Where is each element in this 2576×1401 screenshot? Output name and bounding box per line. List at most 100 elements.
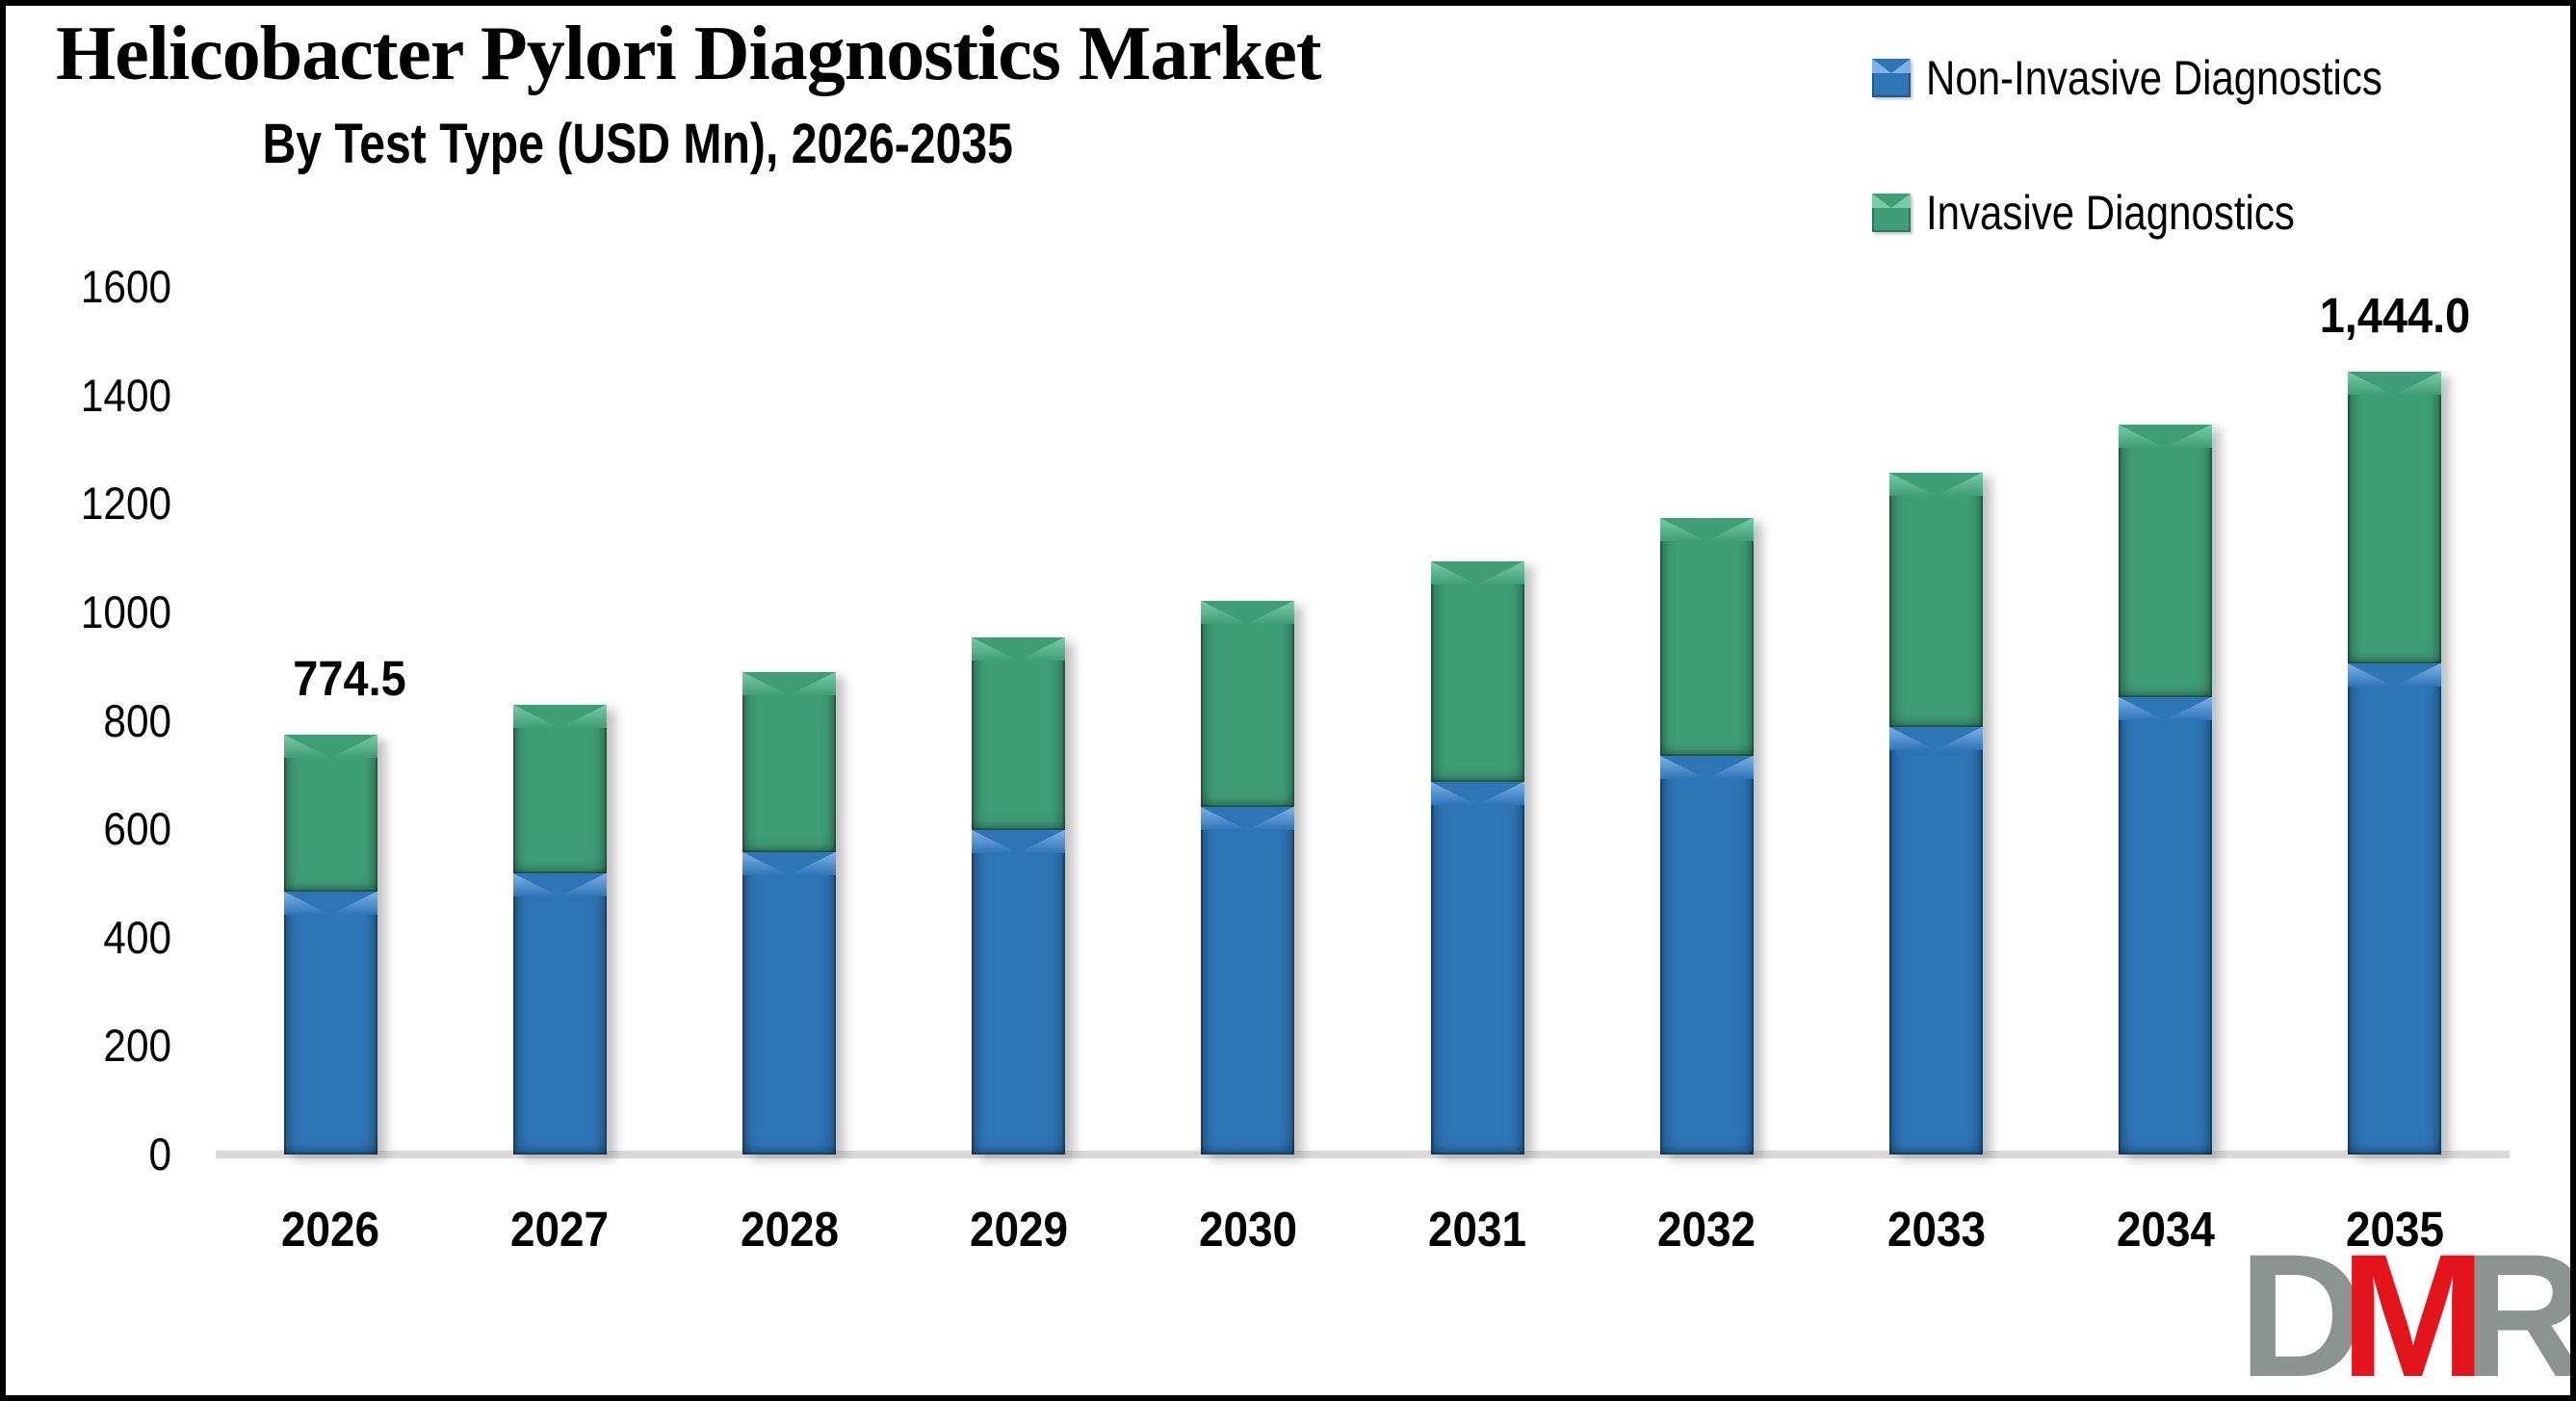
non-invasive-segment-2027[interactable] (512, 872, 607, 1155)
chart-title: Helicobacter Pylori Diagnostics Market (56, 12, 1322, 96)
non-invasive-segment-2034[interactable] (2119, 696, 2213, 1155)
segment-bevel-triangle (742, 852, 835, 876)
segment-bevel (1201, 807, 1295, 831)
legend-label: Invasive Diagnostics (1926, 186, 2295, 240)
data-label-2026: 774.5 (293, 650, 406, 706)
segment-bevel-triangle (972, 830, 1065, 854)
segment-bevel-triangle (512, 704, 606, 728)
segment-bevel-triangle (1659, 755, 1753, 779)
non-invasive-segment-2026[interactable] (283, 892, 377, 1155)
legend-swatch-bevel (1872, 194, 1911, 208)
x-label-2033: 2033 (1886, 1202, 1986, 1257)
segment-bevel (512, 872, 607, 896)
segment-bevel (972, 830, 1066, 854)
y-tick-1600: 1600 (80, 261, 171, 312)
x-label-2027: 2027 (510, 1202, 610, 1257)
bar-2032[interactable] (1659, 518, 1754, 1155)
invasive-segment-2035[interactable] (2348, 371, 2442, 664)
invasive-segment-2033[interactable] (1889, 473, 1983, 728)
data-label-2035: 1,444.0 (2319, 287, 2471, 343)
legend-swatch-icon (1872, 59, 1911, 97)
segment-bevel (1201, 600, 1295, 624)
legend-item-invasive[interactable]: Invasive Diagnostics (1872, 189, 2365, 237)
x-label-2030: 2030 (1198, 1202, 1297, 1257)
invasive-segment-2034[interactable] (2119, 424, 2213, 697)
invasive-segment-2028[interactable] (742, 672, 836, 853)
x-label-2028: 2028 (740, 1202, 839, 1257)
x-label-2029: 2029 (969, 1202, 1068, 1257)
segment-bevel-triangle (972, 637, 1065, 662)
bar-2027[interactable] (512, 704, 607, 1155)
x-label-2026: 2026 (281, 1202, 380, 1257)
x-label-2034: 2034 (2116, 1202, 2215, 1257)
dmr-logo: DMR (2238, 1217, 2570, 1401)
segment-bevel-triangle (2348, 371, 2441, 395)
bar-2034[interactable] (2119, 424, 2213, 1155)
segment-bevel (742, 672, 836, 696)
invasive-segment-2031[interactable] (1430, 560, 1524, 783)
non-invasive-segment-2028[interactable] (742, 852, 836, 1155)
logo-letter-M: M (2339, 1217, 2486, 1401)
segment-bevel (1889, 727, 1983, 751)
x-label-2031: 2031 (1428, 1202, 1527, 1257)
non-invasive-segment-2031[interactable] (1430, 782, 1524, 1155)
bar-2031[interactable] (1430, 560, 1524, 1155)
logo-letter-R: R (2460, 1217, 2570, 1401)
legend-swatch-triangle (1872, 194, 1911, 208)
segment-bevel (1659, 755, 1754, 779)
invasive-segment-2030[interactable] (1201, 600, 1295, 808)
legend-label: Non-Invasive Diagnostics (1926, 51, 2382, 105)
segment-bevel-triangle (1659, 518, 1753, 542)
segment-bevel-triangle (2119, 424, 2212, 448)
segment-bevel-triangle (1889, 727, 1982, 751)
segment-bevel (1889, 473, 1983, 497)
legend-swatch-triangle (1872, 59, 1911, 73)
segment-bevel-triangle (2348, 663, 2441, 688)
legend-item-non-invasive[interactable]: Non-Invasive Diagnostics (1872, 54, 2469, 102)
bar-2030[interactable] (1201, 600, 1295, 1155)
legend-swatch-bevel (1872, 59, 1911, 73)
segment-bevel-triangle (2119, 696, 2212, 720)
y-tick-1000: 1000 (80, 585, 171, 637)
segment-bevel-triangle (742, 672, 835, 696)
non-invasive-segment-2030[interactable] (1201, 807, 1295, 1155)
segment-bevel (742, 852, 836, 876)
bar-2035[interactable] (2348, 371, 2442, 1155)
invasive-segment-2029[interactable] (972, 637, 1066, 831)
y-tick-0: 0 (148, 1129, 171, 1180)
segment-bevel (283, 734, 377, 758)
chart-subtitle: By Test Type (USD Mn), 2026-2035 (262, 113, 1013, 175)
segment-bevel-triangle (283, 734, 377, 758)
segment-bevel-triangle (1201, 807, 1294, 831)
invasive-segment-2027[interactable] (512, 704, 607, 873)
segment-bevel (2119, 696, 2213, 720)
bar-2033[interactable] (1889, 473, 1983, 1155)
invasive-segment-2026[interactable] (283, 734, 377, 893)
y-tick-1400: 1400 (80, 369, 171, 421)
non-invasive-segment-2035[interactable] (2348, 663, 2442, 1155)
segment-bevel (283, 892, 377, 916)
non-invasive-segment-2033[interactable] (1889, 727, 1983, 1155)
invasive-segment-2032[interactable] (1659, 518, 1754, 756)
x-label-2032: 2032 (1657, 1202, 1756, 1257)
logo-letter-D: D (2238, 1217, 2366, 1401)
non-invasive-segment-2032[interactable] (1659, 755, 1754, 1155)
segment-bevel-triangle (1889, 473, 1982, 497)
bar-2026[interactable] (283, 734, 377, 1155)
segment-bevel (1430, 782, 1524, 806)
non-invasive-segment-2029[interactable] (972, 830, 1066, 1155)
segment-bevel (972, 637, 1066, 662)
segment-bevel-triangle (1201, 600, 1294, 624)
segment-bevel (1430, 560, 1524, 584)
segment-bevel (1659, 518, 1754, 542)
segment-bevel-triangle (283, 892, 377, 916)
segment-bevel (2119, 424, 2213, 448)
y-tick-400: 400 (103, 911, 171, 963)
y-tick-800: 800 (103, 694, 171, 746)
plot-area (216, 287, 2510, 1158)
segment-bevel (512, 704, 607, 728)
segment-bevel-triangle (1430, 560, 1523, 584)
bar-2029[interactable] (972, 637, 1066, 1155)
bar-2028[interactable] (742, 672, 836, 1155)
